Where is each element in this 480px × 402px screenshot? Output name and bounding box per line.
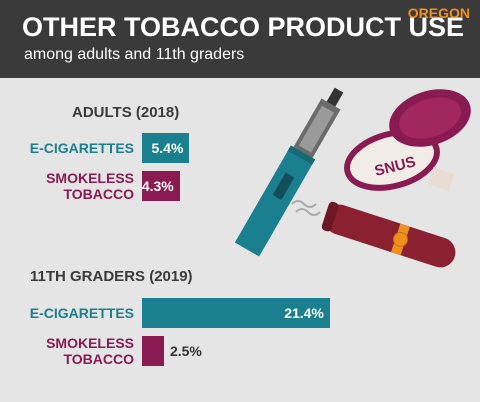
value-label: 2.5% xyxy=(169,343,202,359)
vape-pen xyxy=(234,87,344,257)
bar xyxy=(142,171,180,201)
bar xyxy=(142,298,330,328)
value-label: 4.3% xyxy=(141,178,174,194)
subtitle: among adults and 11th graders xyxy=(24,46,245,63)
bar xyxy=(142,133,190,163)
value-label: 21.4% xyxy=(284,305,324,321)
category-label: SMOKELESS TOBACCO xyxy=(46,335,134,367)
bar xyxy=(142,336,164,366)
smoke xyxy=(291,200,321,216)
chart-title: ADULTS (2018) xyxy=(72,104,180,121)
snus-tin: SNUS xyxy=(344,89,471,192)
chart-title: 11TH GRADERS (2019) xyxy=(30,268,193,285)
title: OTHER TOBACCO PRODUCT USE xyxy=(22,12,465,42)
header-band xyxy=(0,0,480,78)
region: OREGON xyxy=(407,5,470,21)
value-label: 5.4% xyxy=(151,140,184,156)
category-label: SMOKELESS TOBACCO xyxy=(46,170,134,202)
category-label: E-CIGARETTES xyxy=(29,305,134,321)
category-label: E-CIGARETTES xyxy=(29,140,134,156)
cigar xyxy=(321,201,456,268)
